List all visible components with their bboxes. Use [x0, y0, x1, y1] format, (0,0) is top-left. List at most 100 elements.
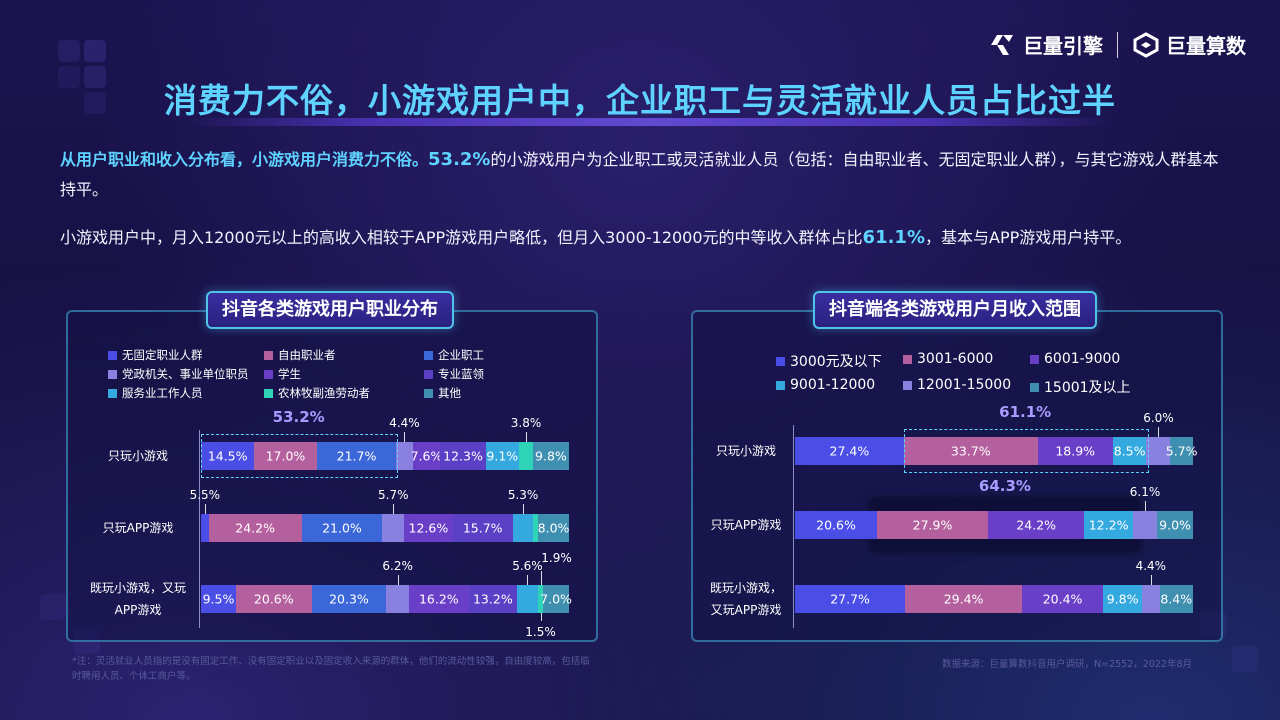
bar-segment — [1146, 437, 1171, 465]
category-label: 只玩小游戏 — [78, 445, 198, 467]
page-title: 消费力不俗，小游戏用户中，企业职工与灵活就业人员占比过半 — [164, 81, 1116, 120]
legend-swatch — [776, 380, 785, 390]
category-label-line: 又玩APP游戏 — [710, 603, 782, 617]
legend-swatch — [1030, 354, 1039, 364]
bar-segment: 17.0% — [254, 442, 317, 470]
bar-segment: 20.4% — [1022, 585, 1104, 613]
bar-segment: 15.7% — [452, 514, 513, 542]
legend-item: 农林牧副渔劳动者 — [264, 385, 370, 401]
callout-label: 5.5% — [189, 488, 221, 502]
legend-label: 9001-12000 — [790, 377, 876, 393]
bar-segment: 8.4% — [1159, 585, 1193, 613]
legend-item: 自由职业者 — [264, 347, 336, 363]
logo-text: 巨量算数 — [1166, 34, 1246, 58]
bar-segment — [396, 442, 413, 470]
decor-square — [58, 66, 80, 88]
bar-segment: 20.6% — [795, 511, 877, 539]
legend-swatch — [903, 380, 912, 390]
legend-swatch — [1030, 382, 1039, 392]
legend-swatch — [108, 388, 117, 398]
callout-label: 1.9% — [541, 551, 572, 565]
data-label: 17.0% — [265, 448, 306, 464]
callout-line — [523, 504, 525, 514]
bar-segment: 16.2% — [409, 585, 469, 613]
callout-line — [1158, 427, 1160, 437]
bar-segment: 24.2% — [208, 514, 302, 542]
callout-line — [540, 571, 542, 585]
callout-label: 3.8% — [510, 416, 542, 430]
callout-line — [540, 613, 542, 621]
category-label-line: 只玩APP游戏 — [710, 518, 782, 532]
data-label: 14.5% — [207, 448, 248, 464]
callout-line — [393, 504, 395, 514]
legend-label: 3000元及以下 — [790, 354, 882, 370]
callout-line — [1145, 501, 1147, 511]
bracket-box — [201, 434, 399, 478]
data-label: 27.9% — [912, 517, 953, 533]
legend-swatch — [264, 369, 273, 379]
legend-item: 专业蓝领 — [424, 366, 484, 382]
data-label: 24.2% — [1016, 517, 1057, 533]
bar-segment — [1132, 511, 1158, 539]
legend-label: 农林牧副渔劳动者 — [278, 386, 370, 400]
data-label: 21.7% — [336, 448, 377, 464]
legend-swatch — [108, 369, 117, 379]
data-label: 20.6% — [816, 517, 856, 533]
bar-segment: 12.2% — [1084, 511, 1133, 539]
legend-item: 其他 — [424, 385, 461, 401]
para2-text: 小游戏用户中，月入12000元以上的高收入相较于APP游戏用户略低，但月入300… — [60, 228, 863, 247]
legend-swatch — [424, 369, 433, 379]
bracket-box — [903, 429, 1149, 473]
bar-segment: 24.2% — [988, 511, 1085, 539]
bar-segment: 27.4% — [795, 437, 904, 465]
category-label: 既玩小游戏， 又玩APP游戏 — [700, 577, 792, 621]
bar-segment — [519, 442, 533, 470]
decor-square — [1232, 646, 1258, 672]
occupation-chart-title: 抖音各类游戏用户职业分布 — [206, 291, 454, 329]
bar-segment: 9.0% — [1157, 511, 1193, 539]
data-label: 7.0% — [540, 591, 572, 607]
bar-segment: 9.8% — [1103, 585, 1143, 613]
data-label: 5.7% — [1165, 443, 1198, 459]
legend-swatch — [424, 388, 433, 398]
legend-label: 12001-15000 — [917, 377, 1012, 393]
decor-square — [84, 92, 106, 114]
bar-segment: 9.5% — [201, 585, 236, 613]
data-label: 27.4% — [829, 443, 870, 459]
decor-square — [84, 66, 106, 88]
category-label-line: 既玩小游戏，又玩 — [89, 581, 186, 595]
bar-segment: 8.5% — [1112, 437, 1147, 465]
logo-text: 巨量引擎 — [1023, 34, 1103, 58]
data-label: 29.4% — [943, 591, 984, 607]
bar-segment — [386, 585, 410, 613]
legend-label: 其他 — [438, 386, 461, 400]
bar-segment: 18.9% — [1037, 437, 1113, 465]
callout-line — [527, 575, 529, 585]
legend-item: 党政机关、事业单位职员 — [108, 366, 249, 382]
bar-segment: 7.0% — [540, 585, 572, 613]
legend-swatch — [264, 388, 273, 398]
legend-label: 党政机关、事业单位职员 — [122, 367, 249, 381]
paragraph-2: 小游戏用户中，月入12000元以上的高收入相较于APP游戏用户略低，但月入300… — [60, 223, 1230, 253]
legend-label: 无固定职业人群 — [122, 348, 203, 362]
data-source: 数据来源：巨量算数抖音用户调研，N=2552，2022年8月 — [942, 659, 1192, 670]
callout-line — [204, 504, 206, 514]
callout-label: 5.6% — [512, 559, 543, 573]
stacked-bar: 14.5% 17.0% 21.7% 7.6% 12.3% 9.1% 9.8% — [201, 442, 569, 470]
legend-swatch — [424, 350, 433, 360]
bar-segment: 27.7% — [795, 585, 906, 613]
legend-label: 服务业工作人员 — [122, 386, 203, 400]
data-label: 27.7% — [830, 591, 870, 607]
legend-item: 学生 — [264, 366, 301, 382]
legend-label: 学生 — [278, 367, 301, 381]
bar-segment: 20.3% — [311, 585, 387, 613]
stacked-bar: 27.4% 33.7% 18.9% 8.5% 5.7% — [795, 437, 1198, 465]
callout-label: 6.0% — [1143, 411, 1174, 425]
data-label: 9.1% — [486, 448, 519, 464]
category-label: 只玩小游戏 — [700, 440, 792, 462]
callout-label: 6.2% — [382, 559, 413, 573]
income-chart-title: 抖音端各类游戏用户月收入范围 — [813, 291, 1097, 329]
bar-segment: 27.9% — [876, 511, 989, 539]
bracket-label: 53.2% — [272, 408, 325, 426]
legend-label: 3001-6000 — [917, 351, 994, 367]
